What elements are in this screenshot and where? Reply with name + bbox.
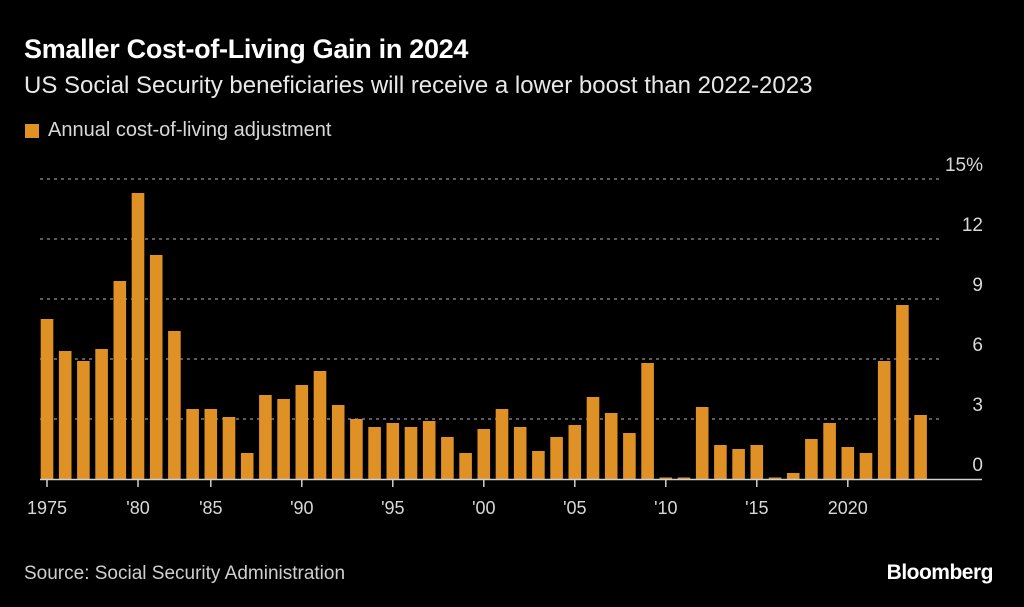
bar-1995 bbox=[386, 423, 400, 479]
bar-2013 bbox=[714, 445, 727, 479]
x-tick-label: 1975 bbox=[27, 498, 67, 518]
bar-1992 bbox=[331, 405, 345, 479]
bar-2014 bbox=[732, 449, 745, 479]
bar-2001 bbox=[495, 409, 509, 479]
x-tick-label: '15 bbox=[745, 498, 768, 518]
bar-2016 bbox=[768, 477, 782, 479]
bar-1976 bbox=[58, 351, 72, 479]
bar-2006 bbox=[586, 397, 600, 479]
y-tick-label: 9 bbox=[972, 275, 983, 296]
y-tick-label: 15% bbox=[945, 155, 983, 176]
bar-1984 bbox=[186, 409, 199, 479]
gridlines bbox=[40, 178, 942, 420]
bar-2012 bbox=[695, 407, 709, 479]
bar-2011 bbox=[677, 477, 691, 479]
bar-2002 bbox=[513, 427, 527, 479]
source-note: Source: Social Security Administration bbox=[24, 563, 346, 584]
bar-1998 bbox=[441, 437, 454, 479]
bars bbox=[40, 193, 927, 479]
bar-2000 bbox=[477, 429, 491, 479]
bar-2020 bbox=[841, 447, 855, 479]
bar-2018 bbox=[805, 439, 818, 479]
bar-2003 bbox=[532, 451, 545, 479]
bar-1982 bbox=[168, 331, 181, 479]
bar-2024 bbox=[914, 415, 927, 479]
x-tick-label: '10 bbox=[654, 498, 677, 518]
bar-1999 bbox=[459, 453, 472, 479]
x-tick-label: '90 bbox=[290, 498, 313, 518]
bar-2022 bbox=[877, 361, 891, 479]
y-axis-labels: 0 3 6 9 12 15% bbox=[945, 155, 983, 476]
legend-swatch bbox=[25, 123, 39, 138]
y-tick-label: 3 bbox=[972, 395, 983, 416]
bar-1997 bbox=[422, 421, 436, 479]
bar-1989 bbox=[277, 399, 290, 479]
x-tick-label: '80 bbox=[126, 498, 149, 518]
legend-label: Annual cost-of-living adjustment bbox=[48, 119, 332, 141]
bar-2023 bbox=[896, 305, 909, 479]
bar-1990 bbox=[295, 385, 309, 479]
bar-2008 bbox=[623, 433, 636, 479]
x-tick-label: '05 bbox=[563, 498, 586, 518]
bar-1987 bbox=[240, 453, 254, 479]
bar-1979 bbox=[113, 281, 127, 479]
bar-2019 bbox=[823, 423, 836, 479]
bar-2004 bbox=[550, 437, 563, 479]
bar-2017 bbox=[786, 473, 800, 479]
bar-1994 bbox=[368, 427, 381, 479]
x-axis-labels: 1975 '80 '85 '90 '95 '00 '05 '10 '15 2020 bbox=[27, 479, 868, 518]
bar-1986 bbox=[222, 417, 236, 479]
bar-1988 bbox=[259, 395, 272, 479]
bar-1981 bbox=[149, 255, 163, 479]
bar-1996 bbox=[404, 427, 418, 479]
bloomberg-logo: Bloomberg bbox=[886, 561, 994, 584]
x-tick-label: '85 bbox=[199, 498, 222, 518]
bar-2007 bbox=[604, 413, 618, 479]
bar-1985 bbox=[204, 409, 218, 479]
y-tick-label: 12 bbox=[962, 215, 983, 236]
x-tick-label: '00 bbox=[472, 498, 495, 518]
legend: Annual cost-of-living adjustment bbox=[25, 119, 331, 142]
y-tick-label: 0 bbox=[972, 455, 983, 476]
x-tick-label: '95 bbox=[381, 498, 404, 518]
y-tick-label: 6 bbox=[972, 335, 983, 356]
bar-1993 bbox=[350, 419, 363, 479]
bar-1975 bbox=[40, 319, 54, 479]
bar-2009 bbox=[641, 363, 654, 479]
x-tick-label: 2020 bbox=[828, 498, 868, 518]
bar-1977 bbox=[77, 361, 90, 479]
bar-2015 bbox=[750, 445, 764, 479]
bar-1980 bbox=[131, 193, 145, 479]
bar-1978 bbox=[95, 349, 108, 479]
bar-1991 bbox=[313, 371, 327, 479]
bar-2005 bbox=[568, 425, 582, 479]
bar-2010 bbox=[659, 477, 673, 479]
chart-title: Smaller Cost-of-Living Gain in 2024 bbox=[24, 34, 469, 64]
chart-subtitle: US Social Security beneficiaries will re… bbox=[24, 72, 813, 99]
bar-2021 bbox=[859, 453, 873, 479]
